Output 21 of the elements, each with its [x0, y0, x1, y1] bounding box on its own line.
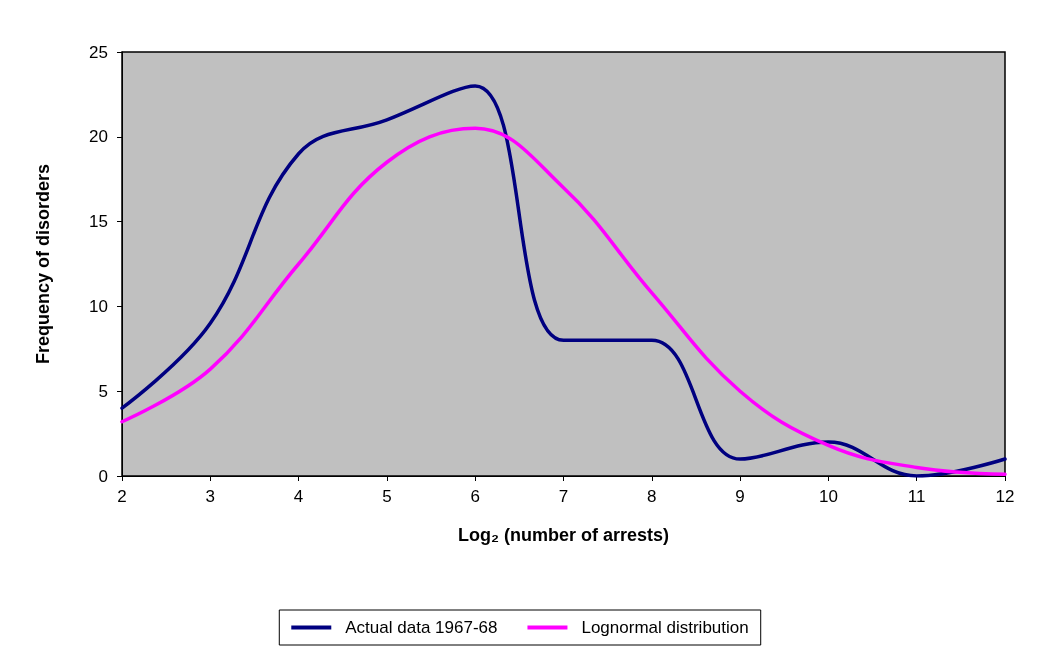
x-tick-label: 2	[117, 487, 127, 506]
y-tick-label: 25	[89, 42, 108, 62]
x-tick-label: 10	[818, 487, 838, 506]
y-tick-label: 15	[89, 212, 108, 232]
x-tick-label: 8	[647, 487, 657, 506]
x-tick-label: 4	[293, 487, 304, 506]
y-tick-label: 0	[98, 466, 108, 486]
x-tick-label: 5	[382, 487, 392, 506]
x-tick-label: 7	[558, 487, 569, 506]
x-tick-label: 3	[205, 487, 216, 506]
y-axis-title: Frequency of disorders	[33, 163, 53, 365]
legend-label: Lognormal distribution	[581, 618, 749, 637]
y-tick-label: 5	[98, 381, 108, 401]
x-tick-label: 11	[907, 487, 926, 506]
y-tick-label: 20	[89, 127, 108, 147]
y-tick-label: 10	[89, 296, 108, 316]
legend-label: Actual data 1967-68	[345, 618, 498, 637]
x-tick-label: 9	[735, 487, 745, 506]
x-axis-title: Log₂ (number of arrests)	[457, 525, 670, 545]
x-tick-label: 6	[470, 487, 480, 506]
x-tick-label: 12	[995, 487, 1015, 506]
